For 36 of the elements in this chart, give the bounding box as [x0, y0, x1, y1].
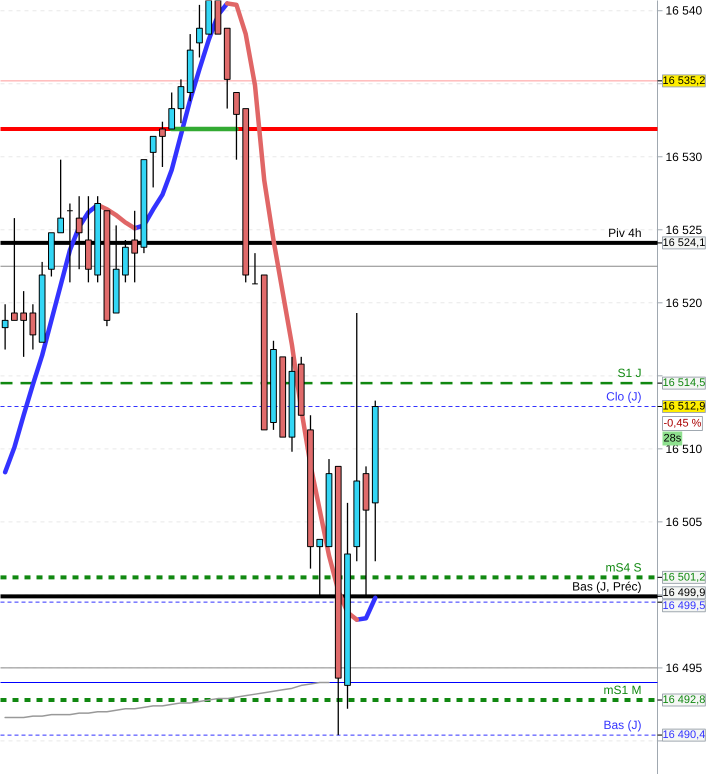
ref-line-label: S1 J — [617, 366, 642, 380]
ref-line-label: mS4 S — [605, 560, 642, 574]
candlestick — [178, 78, 184, 124]
candlestick — [2, 304, 8, 350]
candlestick — [159, 121, 166, 168]
y-tick-label: 16 499,9 — [662, 586, 706, 599]
candlestick — [168, 92, 176, 130]
y-tick-label: 16 492,8 — [662, 694, 706, 706]
y-tick-label: 16 495 — [666, 660, 703, 675]
line-series — [4, 682, 330, 718]
candlestick — [233, 92, 240, 160]
y-tick-label: 16 490,4 — [662, 729, 706, 742]
candlestick — [30, 304, 36, 350]
y-tick-label: 16 499,5 — [662, 600, 706, 612]
y-tick-label: 16 540 — [666, 4, 703, 18]
candlestick — [20, 290, 27, 358]
text: 28s — [664, 432, 682, 444]
y-tick-label: 16 524,1 — [662, 236, 706, 249]
y-tick-label: 16 512,9 — [662, 400, 706, 412]
y-tick-label: 16 514,5 — [662, 377, 706, 390]
candlestick — [252, 252, 258, 284]
y-tick-label: 16 535,2 — [662, 74, 706, 87]
y-tick-label: 16 525 — [666, 222, 703, 237]
ref-line-label: mS1 M — [603, 683, 642, 698]
ref-line-label: Bas (J, Préc) — [572, 579, 642, 594]
y-tick-label: 16 520 — [666, 296, 703, 310]
text: -0,45 % — [664, 417, 702, 430]
ref-line-label: Clo (J) — [606, 389, 642, 404]
candlestick — [196, 4, 203, 58]
y-tick-label: 16 505 — [666, 514, 703, 529]
ref-line-label: Piv 4h — [608, 226, 642, 240]
y-tick-label: 16 530 — [666, 150, 703, 164]
ref-line-label: Bas (J) — [603, 718, 642, 732]
candlestick — [57, 159, 64, 234]
candlestick — [150, 136, 157, 188]
y-tick-label: 16 501,2 — [662, 571, 706, 584]
